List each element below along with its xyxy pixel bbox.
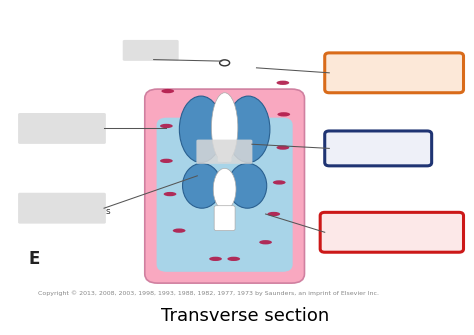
FancyBboxPatch shape [325,53,464,93]
Ellipse shape [161,89,174,93]
Ellipse shape [208,220,242,238]
FancyBboxPatch shape [196,140,252,164]
Ellipse shape [205,231,244,253]
Ellipse shape [227,96,270,162]
Ellipse shape [276,145,289,150]
Ellipse shape [276,81,289,85]
Ellipse shape [228,163,267,208]
Ellipse shape [160,159,173,163]
FancyBboxPatch shape [325,131,432,166]
Ellipse shape [211,93,238,162]
FancyBboxPatch shape [123,40,179,61]
Text: Transverse section: Transverse section [161,307,329,325]
Ellipse shape [273,180,286,185]
FancyBboxPatch shape [320,212,464,252]
Ellipse shape [267,212,280,216]
FancyBboxPatch shape [156,118,292,272]
Ellipse shape [259,240,272,245]
FancyBboxPatch shape [18,113,106,144]
Ellipse shape [179,96,223,162]
Ellipse shape [228,257,240,261]
FancyBboxPatch shape [218,151,231,162]
Ellipse shape [182,163,221,208]
Ellipse shape [209,257,222,261]
Ellipse shape [213,168,236,210]
Ellipse shape [160,124,173,128]
FancyBboxPatch shape [214,206,235,230]
Ellipse shape [164,192,176,196]
FancyBboxPatch shape [145,89,304,283]
Ellipse shape [277,112,290,117]
Text: E: E [29,250,40,268]
Ellipse shape [173,228,185,233]
Text: s: s [105,207,110,216]
FancyBboxPatch shape [18,193,106,224]
Text: Copyright © 2013, 2008, 2003, 1998, 1993, 1988, 1982, 1977, 1973 by Saunders, an: Copyright © 2013, 2008, 2003, 1998, 1993… [38,291,379,296]
